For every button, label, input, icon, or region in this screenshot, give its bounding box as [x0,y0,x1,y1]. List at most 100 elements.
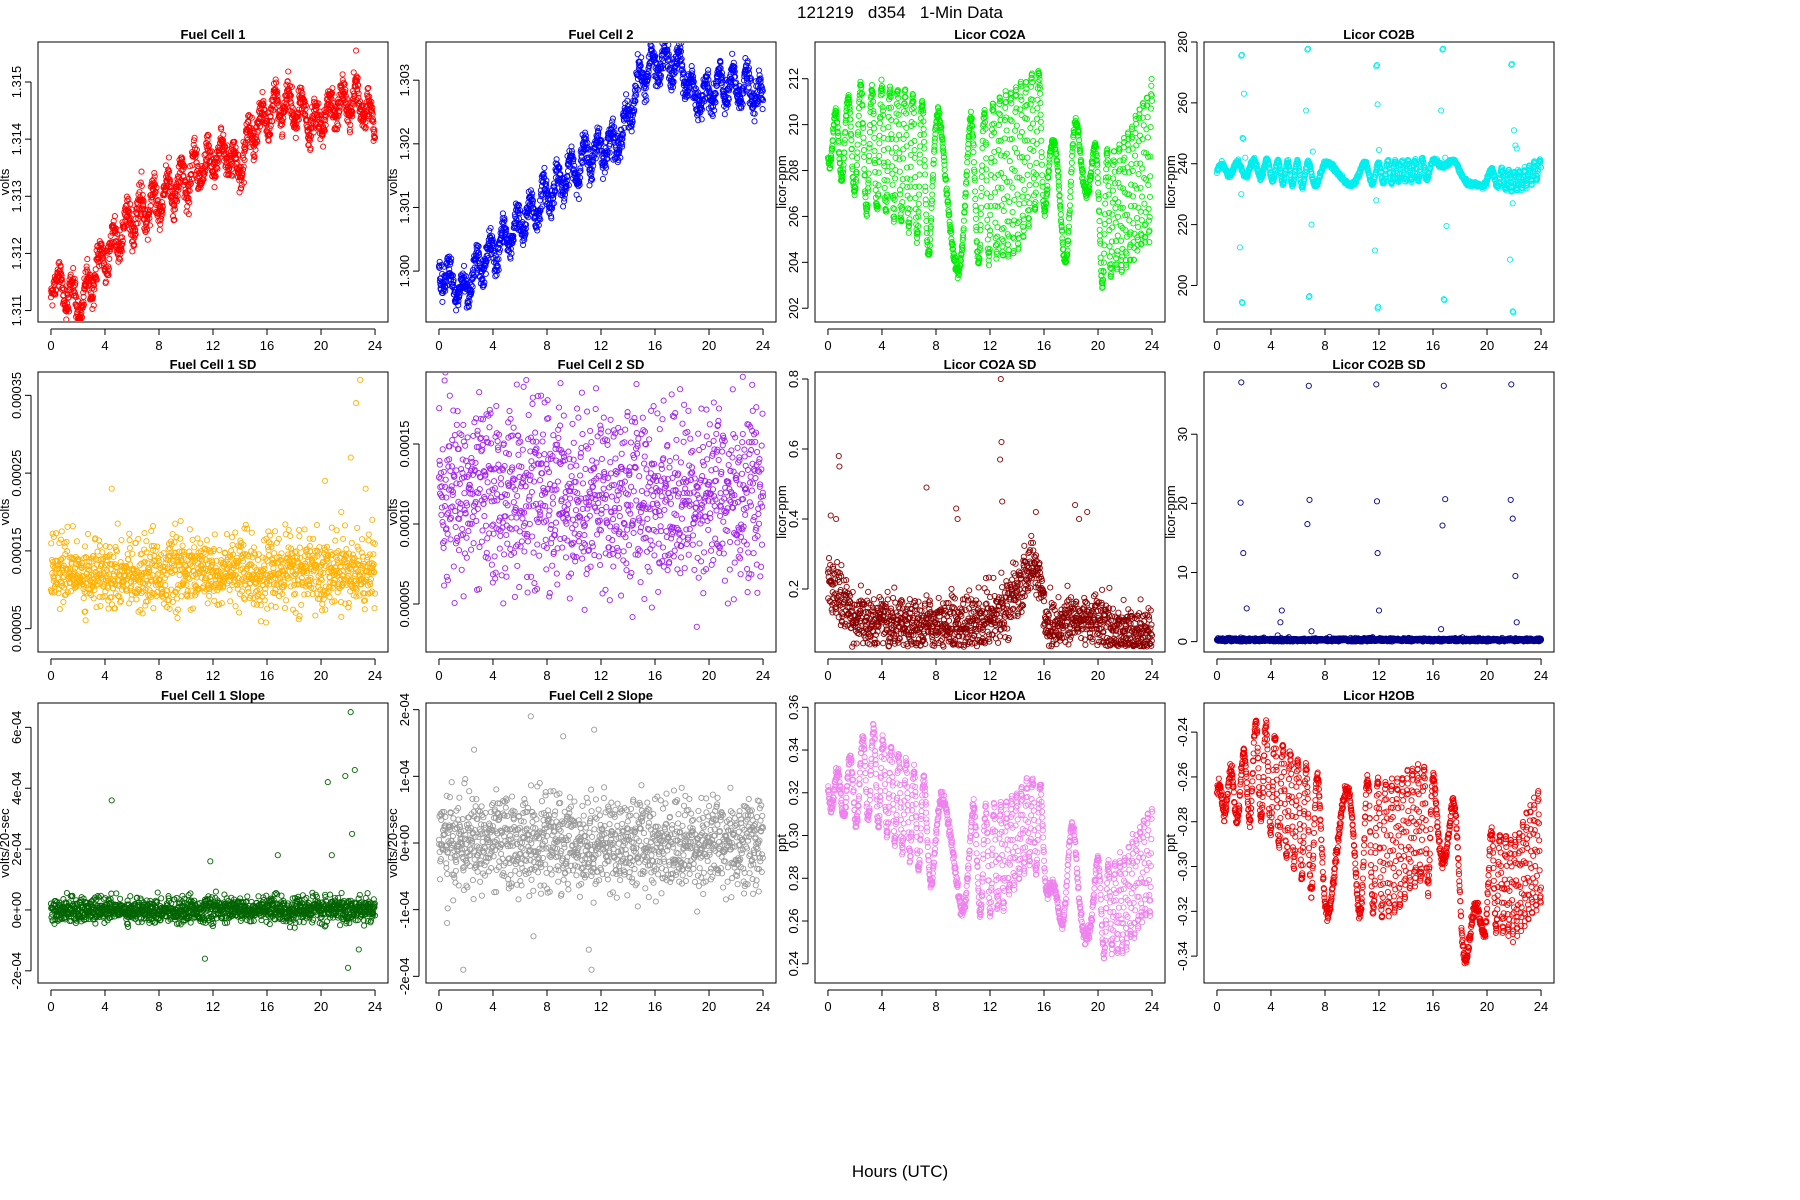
data-point [916,151,923,158]
data-point [318,116,325,124]
data-point [1115,199,1122,206]
data-point [368,107,376,115]
data-point [465,302,472,309]
data-point [146,215,153,222]
data-point [166,168,173,175]
data-point [1022,89,1029,96]
data-point [528,196,535,203]
data-point [303,116,310,123]
data-point [871,134,878,141]
data-point [342,99,349,106]
data-point [888,131,895,138]
data-point [984,216,991,223]
data-point [1033,128,1040,135]
data-point [1066,202,1074,209]
data-point [1039,183,1046,190]
data-point [997,111,1004,118]
data-point [1087,175,1094,182]
data-point [972,202,979,209]
data-point [875,182,882,189]
data-point [867,103,874,110]
data-point [709,112,716,120]
y-tick-label: 1.312 [9,237,24,270]
data-point [1363,162,1370,169]
data-point [1086,188,1093,195]
x-tick-label: 20 [1091,338,1105,353]
data-point [1005,253,1012,260]
data-point [89,305,96,312]
data-point [937,126,944,134]
data-point [207,149,214,156]
data-point [474,253,481,260]
data-point [131,232,138,239]
data-point [1038,153,1045,161]
data-point [972,196,979,203]
data-point [865,176,872,184]
data-point [1011,196,1018,203]
data-point [333,103,340,110]
data-point [919,107,926,114]
data-point [1088,173,1095,180]
data-point [840,166,847,173]
data-point [985,249,992,257]
data-point [467,291,474,298]
data-point [902,94,909,101]
data-point [1114,248,1121,255]
data-point [292,125,300,132]
data-point [704,70,711,77]
data-point [865,180,872,187]
data-point [921,145,928,152]
data-point [895,111,902,118]
data-point [534,227,541,234]
data-point [704,73,711,80]
x-tick-label: 8 [543,338,550,353]
data-point [588,169,595,176]
data-point [1133,120,1140,127]
data-point [884,145,892,152]
data-point [747,75,754,83]
data-point [151,181,159,188]
data-point [561,191,569,198]
data-point [666,56,673,63]
x-tick-label: 20 [314,338,328,353]
data-point [902,102,909,109]
data-point [111,213,118,220]
data-point [359,102,366,109]
data-point [1025,223,1032,230]
data-point [1138,217,1145,224]
data-point [119,234,126,241]
data-point [1044,186,1051,193]
data-point [639,69,647,76]
data-point [469,283,476,290]
data-point [938,123,945,131]
data-point [994,233,1001,240]
data-point [756,72,763,79]
data-point [887,93,894,100]
data-point [994,184,1002,191]
data-point [1114,251,1121,258]
data-point [920,118,927,125]
data-point [306,137,313,144]
data-point [949,241,956,248]
data-point [589,159,596,166]
data-point [79,319,84,321]
data-point [1129,193,1137,200]
data-point [93,276,100,283]
data-point [1129,145,1136,152]
data-point [1053,150,1060,157]
data-point [251,153,258,160]
data-point [871,147,878,155]
data-point [965,134,973,141]
data-point [301,99,308,106]
data-point [1108,248,1115,255]
data-point [354,85,361,93]
x-tick-label: 16 [260,338,274,353]
data-point [1027,125,1034,132]
data-point [916,159,923,166]
data-point [251,153,258,160]
data-point [510,232,517,239]
data-point [1100,259,1107,266]
data-point [866,152,873,159]
